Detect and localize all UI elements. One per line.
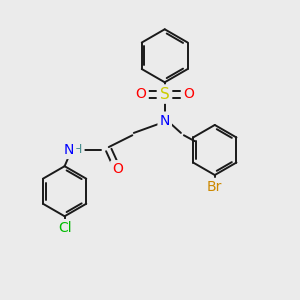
Text: O: O	[136, 87, 147, 101]
Text: O: O	[183, 87, 194, 101]
Text: Cl: Cl	[58, 221, 71, 235]
Text: H: H	[73, 143, 83, 157]
Text: S: S	[160, 87, 169, 102]
Text: N: N	[64, 143, 74, 157]
Text: O: O	[112, 162, 123, 176]
Text: Br: Br	[207, 180, 223, 194]
Text: N: N	[160, 114, 170, 128]
